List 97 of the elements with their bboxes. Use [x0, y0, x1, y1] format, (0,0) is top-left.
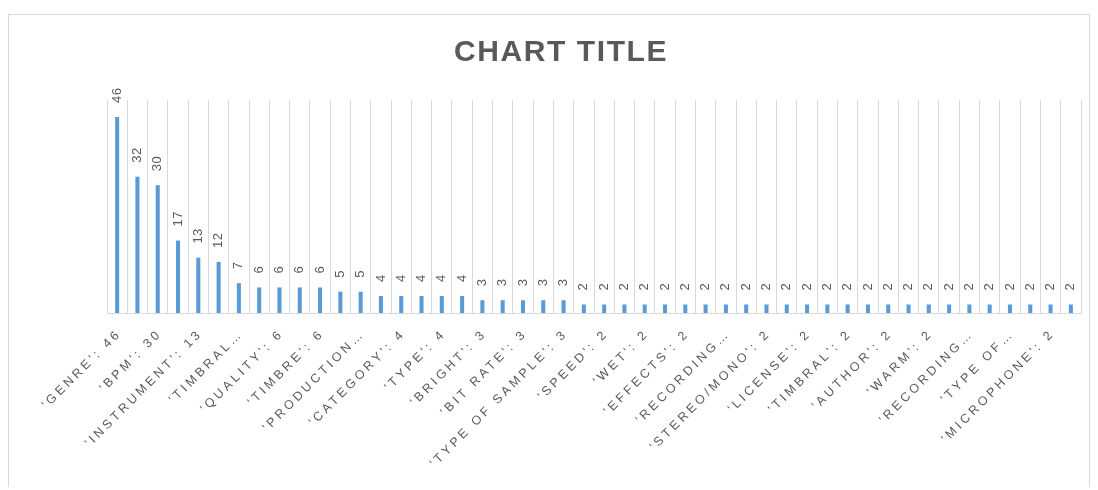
bar: [277, 287, 282, 313]
data-label: 4: [413, 274, 429, 282]
bar: [642, 304, 647, 313]
bar: [378, 295, 383, 313]
data-label: 3: [494, 278, 510, 287]
chart-title: CHART TITLE: [453, 34, 669, 68]
bar: [906, 304, 911, 313]
bar: [805, 304, 810, 313]
data-label: 3: [473, 278, 489, 287]
bar: [500, 300, 505, 313]
data-label: 2: [595, 282, 611, 291]
bar: [1007, 304, 1013, 313]
bar: [987, 304, 992, 313]
data-label: 2: [940, 282, 956, 291]
bar: [723, 304, 728, 313]
data-label: 2: [636, 282, 652, 291]
data-label: 2: [839, 282, 855, 291]
data-label: 46: [108, 87, 124, 104]
bar: [825, 304, 830, 313]
data-label: 6: [311, 265, 327, 274]
data-label: 4: [372, 274, 388, 282]
data-label: 2: [1001, 282, 1017, 291]
data-label: 2: [737, 282, 753, 291]
bar: [358, 291, 363, 313]
data-label: 6: [271, 265, 287, 274]
data-label: 2: [960, 282, 976, 291]
bar: [439, 295, 444, 313]
bar: [845, 304, 850, 313]
bar: [196, 257, 201, 313]
data-label: 4: [433, 274, 449, 282]
bar: [338, 291, 343, 313]
bar: [561, 300, 566, 313]
data-label: 2: [717, 282, 733, 291]
data-label: 6: [250, 265, 266, 274]
data-label: 2: [818, 282, 834, 291]
bar: [257, 287, 262, 313]
bar: [115, 117, 120, 313]
bar: [155, 185, 160, 313]
bar: [622, 304, 627, 313]
bar: [1028, 304, 1033, 313]
data-label: 2: [1042, 282, 1058, 291]
bar: [175, 240, 181, 313]
bar: [947, 304, 952, 313]
bar: [419, 295, 424, 313]
bar: [744, 304, 749, 313]
bar: [216, 261, 221, 313]
bar: [318, 287, 323, 313]
data-label: 2: [676, 282, 692, 291]
data-label: 5: [352, 269, 368, 278]
data-label: 2: [859, 282, 875, 291]
bar: [135, 176, 140, 313]
bar: [297, 287, 302, 313]
data-label: 17: [169, 211, 185, 227]
bar: [865, 304, 870, 313]
data-label: 4: [453, 274, 469, 282]
data-label: 3: [555, 278, 571, 287]
data-label: 2: [1021, 282, 1037, 291]
data-label: 2: [879, 282, 895, 291]
bar: [1048, 304, 1053, 313]
data-label: 2: [900, 282, 916, 291]
data-label: 5: [331, 269, 347, 278]
data-label: 7: [230, 261, 246, 270]
bar: [520, 300, 526, 313]
data-label: 2: [616, 282, 632, 291]
bar: [784, 304, 789, 313]
data-label: 4: [392, 274, 408, 282]
data-label: 2: [758, 282, 774, 291]
data-label: 2: [920, 282, 936, 291]
bar: [460, 295, 465, 313]
bar: [967, 304, 972, 313]
data-label: 32: [129, 147, 145, 163]
bar: [662, 304, 668, 313]
data-label: 2: [656, 282, 672, 291]
bar: [399, 295, 404, 313]
data-label: 2: [575, 282, 591, 291]
bar: [926, 304, 931, 313]
bar: [236, 283, 241, 313]
data-label: 2: [778, 282, 794, 291]
data-label: 2: [798, 282, 814, 291]
bar: [764, 304, 769, 313]
bar: [703, 304, 708, 313]
data-label: 2: [981, 282, 997, 291]
bar: [480, 300, 485, 313]
data-label: 2: [1062, 282, 1078, 291]
data-label: 30: [149, 155, 165, 172]
data-label: 12: [210, 232, 226, 248]
bar: [683, 304, 688, 313]
data-label: 2: [697, 282, 713, 291]
bar: [602, 304, 607, 313]
bar: [581, 304, 586, 313]
data-label: 3: [534, 278, 550, 287]
bar: [541, 300, 546, 313]
bar: [1068, 304, 1073, 313]
bar: [886, 304, 891, 313]
data-label: 6: [291, 265, 307, 274]
data-label: 13: [189, 228, 205, 244]
data-label: 3: [514, 278, 530, 287]
